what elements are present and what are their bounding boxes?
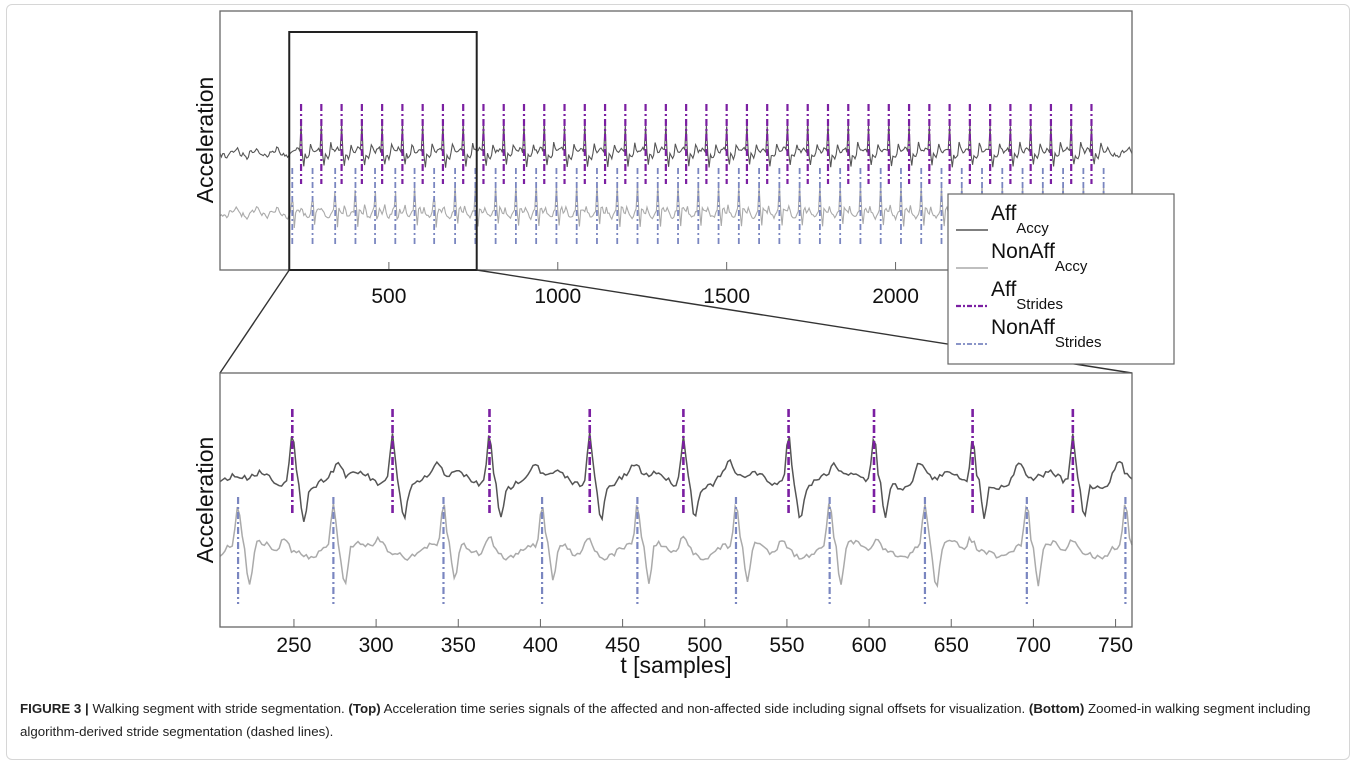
bottom-y-axis-label: Acceleration [192, 437, 218, 564]
top-x-tick-label: 500 [371, 285, 406, 308]
zoom-connector-left [219, 269, 290, 374]
bottom-axes-box [219, 372, 1133, 628]
bottom-x-tick-label: 650 [934, 634, 969, 657]
bottom-x-tick-label: 500 [687, 634, 722, 657]
figure-caption: FIGURE 3 | Walking segment with stride s… [20, 697, 1338, 743]
bottom-x-tick-label: 250 [276, 634, 311, 657]
bottom-x-tick-label: 700 [1016, 634, 1051, 657]
top-panel: 500 1000 1500 2000 Acceleration [192, 10, 1133, 308]
figure-frame [6, 4, 1350, 760]
bottom-x-tick-label: 450 [605, 634, 640, 657]
bottom-aff-accy-series [219, 432, 1133, 522]
caption-bottom-label: (Bottom) [1028, 701, 1085, 716]
zoom-box [288, 31, 478, 271]
caption-sentence-3: Zoomed-in walking segment including algo… [20, 701, 1311, 739]
bottom-x-axis-label: t [samples] [620, 652, 731, 678]
bottom-x-tick-label: 750 [1098, 634, 1133, 657]
top-x-tick-label: 2000 [872, 285, 919, 308]
top-x-ticks: 500 1000 1500 2000 [371, 262, 919, 308]
bottom-panel: 250 300 350 400 450 500 550 600 650 700 750 Accele… [192, 372, 1133, 678]
top-aff-accy-series [219, 122, 1133, 168]
legend-label: NonAffStrides [991, 316, 1102, 351]
bottom-nonaff-accy-series [219, 503, 1133, 589]
bottom-x-tick-label: 350 [441, 634, 476, 657]
top-x-tick-label: 1500 [703, 285, 750, 308]
bottom-x-tick-label: 600 [852, 634, 887, 657]
legend-label: AffStrides [991, 278, 1063, 313]
caption-sentence-1: Walking segment with stride segmentation… [88, 701, 349, 716]
caption-figure-label: FIGURE 3 | [20, 701, 89, 716]
top-x-tick-label: 1000 [534, 285, 581, 308]
bottom-x-tick-label: 400 [523, 634, 558, 657]
bottom-x-ticks: 250 300 350 400 450 500 550 600 650 700 750 [276, 619, 1133, 657]
bottom-x-tick-label: 550 [769, 634, 804, 657]
caption-sentence-2: Acceleration time series signals of the … [380, 701, 1029, 716]
top-events [291, 104, 1105, 244]
legend-label: NonAffAccy [991, 240, 1088, 275]
top-y-axis-label: Acceleration [192, 77, 218, 204]
bottom-events [236, 409, 1127, 604]
bottom-x-tick-label: 300 [359, 634, 394, 657]
legend-label: AffAccy [991, 202, 1049, 237]
caption-top-label: (Top) [348, 701, 381, 716]
top-axes-box [219, 10, 1133, 271]
bottom-signals [219, 432, 1133, 589]
legend-box [947, 193, 1175, 365]
